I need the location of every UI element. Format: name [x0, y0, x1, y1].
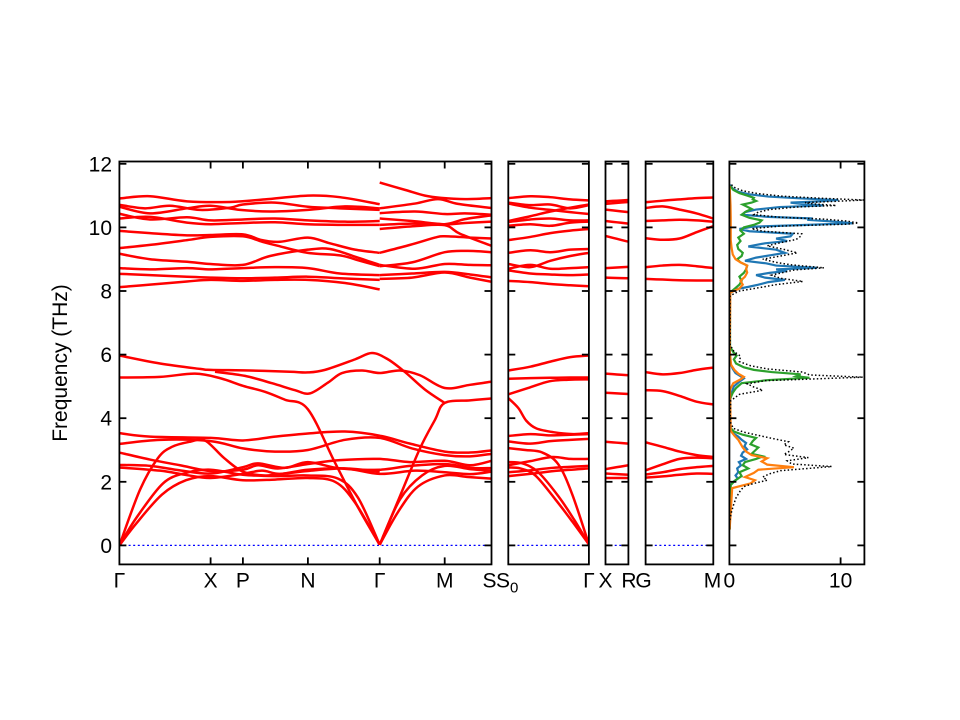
svg-text:0: 0	[724, 570, 736, 593]
svg-text:X: X	[598, 570, 612, 593]
svg-text:M: M	[436, 570, 454, 593]
svg-text:2: 2	[100, 471, 112, 494]
svg-text:M: M	[704, 570, 722, 593]
svg-text:S: S	[482, 570, 496, 593]
svg-text:N: N	[300, 570, 315, 593]
svg-text:0: 0	[100, 535, 112, 558]
svg-text:R: R	[621, 570, 636, 593]
svg-text:P: P	[236, 570, 250, 593]
svg-text:10: 10	[829, 570, 852, 593]
svg-text:10: 10	[89, 217, 112, 240]
svg-text:X: X	[204, 570, 218, 593]
svg-text:Γ: Γ	[583, 570, 595, 593]
svg-text:12: 12	[89, 153, 112, 176]
svg-text:8: 8	[100, 281, 112, 304]
svg-text:4: 4	[100, 408, 112, 431]
svg-text:Γ: Γ	[114, 570, 126, 593]
svg-text:Γ: Γ	[374, 570, 386, 593]
svg-text:G: G	[635, 570, 651, 593]
svg-text:Frequency (THz): Frequency (THz)	[49, 284, 72, 442]
svg-text:6: 6	[100, 344, 112, 367]
